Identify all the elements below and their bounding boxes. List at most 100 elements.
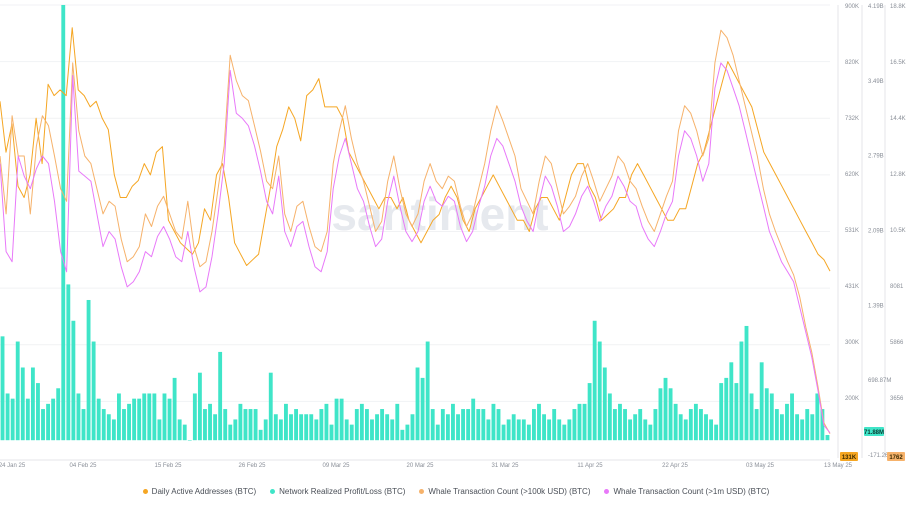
profit-loss-bar bbox=[111, 419, 116, 441]
profit-loss-bar bbox=[228, 424, 233, 441]
profit-loss-bar bbox=[142, 393, 147, 441]
profit-loss-bar bbox=[182, 424, 187, 441]
legend-item-addresses[interactable]: Daily Active Addresses (BTC) bbox=[142, 487, 257, 496]
profit-loss-bar bbox=[653, 409, 658, 441]
profit-loss-bar bbox=[15, 341, 20, 441]
profit-loss-bar bbox=[709, 419, 713, 441]
profit-loss-bar bbox=[516, 419, 521, 441]
profit-loss-bar bbox=[734, 383, 739, 441]
y-tick-label-whale_count: 12.8K bbox=[890, 172, 906, 178]
legend-item-profit-loss[interactable]: Network Realized Profit/Loss (BTC) bbox=[270, 487, 405, 496]
profit-loss-bar bbox=[481, 409, 486, 441]
profit-loss-bar bbox=[162, 393, 167, 441]
x-tick-label: 13 May 25 bbox=[824, 463, 853, 469]
profit-loss-bar bbox=[248, 409, 253, 441]
profit-loss-bar bbox=[36, 383, 40, 441]
profit-loss-bar bbox=[61, 5, 66, 441]
profit-loss-bar bbox=[749, 393, 754, 441]
profit-loss-bar bbox=[815, 393, 820, 441]
profit-loss-bar bbox=[187, 440, 192, 441]
profit-loss-bar bbox=[278, 419, 283, 441]
profit-loss-bar bbox=[192, 393, 197, 441]
profit-loss-bar bbox=[471, 398, 476, 441]
profit-loss-bar bbox=[633, 414, 638, 441]
profit-loss-bar bbox=[41, 409, 45, 441]
profit-loss-bar bbox=[521, 419, 526, 441]
legend-label: Network Realized Profit/Loss (BTC) bbox=[279, 487, 406, 496]
profit-loss-bar bbox=[602, 367, 607, 441]
profit-loss-bar bbox=[704, 414, 708, 441]
profit-loss-bar bbox=[152, 393, 157, 441]
profit-loss-bar bbox=[30, 367, 35, 441]
legend-item-whale-100k[interactable]: Whale Transaction Count (>100k USD) (BTC… bbox=[419, 487, 590, 496]
profit-loss-bar bbox=[5, 393, 10, 441]
profit-loss-bar bbox=[800, 419, 805, 441]
profit-loss-bar bbox=[96, 398, 101, 441]
profit-loss-bar bbox=[329, 424, 334, 441]
profit-loss-bar bbox=[638, 409, 643, 441]
profit-loss-bar bbox=[263, 419, 268, 441]
legend-label: Whale Transaction Count (>100k USD) (BTC… bbox=[428, 487, 591, 496]
current-value-badge bbox=[840, 452, 858, 461]
profit-loss-bar bbox=[764, 388, 769, 441]
profit-loss-bar bbox=[628, 419, 633, 441]
profit-loss-bar bbox=[167, 398, 172, 441]
profit-loss-bar bbox=[643, 419, 648, 441]
profit-loss-bar bbox=[56, 388, 61, 441]
profit-loss-bar bbox=[648, 424, 653, 441]
profit-loss-bar bbox=[785, 403, 789, 441]
profit-loss-bar bbox=[693, 403, 698, 441]
legend-label: Daily Active Addresses (BTC) bbox=[151, 487, 257, 496]
x-tick-label: 26 Feb 25 bbox=[238, 463, 266, 469]
profit-loss-bar bbox=[557, 419, 562, 441]
profit-loss-bar bbox=[390, 419, 395, 441]
profit-loss-bar bbox=[820, 409, 825, 441]
profit-loss-bar bbox=[364, 409, 369, 441]
profit-loss-bar bbox=[668, 388, 673, 441]
legend-item-whale-1m[interactable]: Whale Transaction Count (>1m USD) (BTC) bbox=[604, 487, 769, 496]
profit-loss-bar bbox=[294, 409, 298, 441]
x-tick-label: 24 Jan 25 bbox=[0, 463, 26, 469]
profit-loss-bar bbox=[744, 325, 749, 441]
y-tick-label-addresses: 900K bbox=[845, 4, 859, 10]
profit-loss-bar bbox=[132, 398, 137, 441]
profit-loss-bar bbox=[289, 414, 293, 441]
profit-loss-bar bbox=[420, 377, 425, 441]
profit-loss-bar bbox=[0, 336, 5, 441]
profit-loss-bar bbox=[779, 414, 784, 441]
profit-loss-bar bbox=[739, 341, 744, 441]
profit-loss-bar bbox=[587, 383, 592, 441]
profit-loss-bar bbox=[592, 320, 597, 441]
profit-loss-bar bbox=[562, 424, 567, 441]
profit-loss-bar bbox=[623, 409, 627, 441]
profit-loss-bar bbox=[582, 403, 587, 441]
profit-loss-bar bbox=[501, 424, 506, 441]
x-tick-label: 20 Mar 25 bbox=[406, 463, 434, 469]
profit-loss-bar bbox=[547, 419, 552, 441]
profit-loss-bar bbox=[309, 414, 314, 441]
profit-loss-bar bbox=[714, 424, 719, 441]
profit-loss-bar bbox=[415, 367, 420, 441]
profit-loss-bar bbox=[688, 409, 693, 441]
profit-loss-bar bbox=[268, 372, 273, 441]
profit-loss-bar bbox=[526, 424, 531, 441]
x-axis: 24 Jan 25 04 Feb 25 15 Feb 25 26 Feb 25 09 M… bbox=[0, 459, 853, 469]
profit-loss-bar bbox=[430, 409, 435, 441]
current-value-label: 131K bbox=[842, 455, 857, 461]
profit-loss-bar bbox=[790, 393, 794, 441]
legend-swatch bbox=[270, 489, 276, 494]
y-axes: 900K 820K 732K 620K 531K 431K 300K 200K 4.19B 3.4… bbox=[837, 4, 906, 461]
profit-loss-bar bbox=[304, 414, 309, 441]
profit-loss-bar bbox=[724, 377, 729, 441]
y-tick-label-addresses: 620K bbox=[845, 172, 859, 178]
profit-loss-bar bbox=[203, 409, 207, 441]
profit-loss-bar bbox=[81, 409, 86, 441]
y-tick-label-whale_count: 10.5K bbox=[890, 228, 906, 234]
profit-loss-bar bbox=[532, 409, 536, 441]
profit-loss-bar bbox=[253, 409, 258, 441]
legend-swatch bbox=[419, 489, 425, 494]
profit-loss-bar bbox=[370, 419, 374, 441]
watermark: santiment bbox=[331, 188, 548, 240]
profit-loss-bar bbox=[20, 367, 25, 441]
profit-loss-bar bbox=[774, 409, 779, 441]
